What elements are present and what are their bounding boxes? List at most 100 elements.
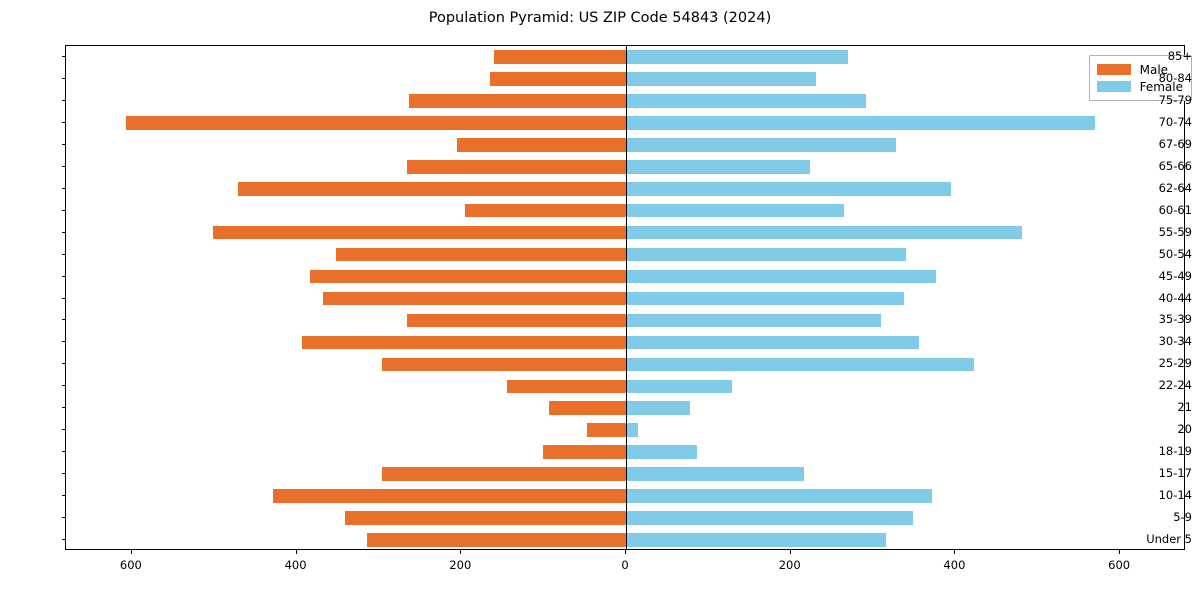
y-tick-mark	[62, 209, 66, 211]
y-tick-label: 30-34	[1158, 334, 1192, 349]
x-tick-label: 200	[778, 558, 801, 572]
bar-row	[66, 203, 1184, 218]
bar-row	[66, 94, 1184, 108]
x-tick-mark	[295, 550, 297, 554]
bar-male-62-64	[238, 181, 626, 196]
y-tick-mark	[62, 55, 66, 57]
bar-female-25-29	[626, 357, 974, 372]
bar-male-10-14	[272, 489, 626, 503]
bar-female-15-17	[626, 467, 804, 481]
bar-row	[66, 72, 1184, 86]
y-tick-mark	[62, 99, 66, 101]
y-tick-mark	[62, 121, 66, 123]
y-tick-mark	[62, 143, 66, 145]
bar-row	[66, 489, 1184, 503]
bar-row	[66, 269, 1184, 284]
y-tick-label: 45-49	[1158, 268, 1192, 283]
y-tick-mark	[62, 385, 66, 387]
y-tick-label: 65-66	[1158, 158, 1192, 173]
plot-area	[65, 45, 1185, 550]
y-tick-label: 40-44	[1158, 290, 1192, 305]
bar-female-35-39	[626, 313, 882, 328]
y-tick-mark	[62, 363, 66, 365]
bar-male-15-17	[382, 467, 626, 481]
x-tick-mark	[460, 550, 462, 554]
bar-male-75-79	[409, 94, 626, 108]
y-tick-label: 15-17	[1158, 466, 1192, 481]
bar-male-65-66	[406, 159, 626, 174]
bar-male-55-59	[213, 225, 626, 240]
legend-item-male[interactable]: Male	[1096, 61, 1183, 78]
bar-female-62-64	[626, 181, 952, 196]
y-tick-label: 85+	[1167, 48, 1192, 63]
y-tick-label: 22-24	[1158, 378, 1192, 393]
bar-male-50-54	[336, 247, 626, 262]
y-tick-label: 67-69	[1158, 136, 1192, 151]
bar-female-75-79	[626, 94, 866, 108]
y-tick-mark	[62, 407, 66, 409]
bar-row	[66, 225, 1184, 240]
y-tick-mark	[62, 341, 66, 343]
y-tick-mark	[62, 539, 66, 541]
bar-female-80-84	[626, 72, 817, 86]
bar-row	[66, 533, 1184, 547]
bar-female-22-24	[626, 379, 733, 394]
bar-row	[66, 137, 1184, 152]
x-tick-label: 400	[284, 558, 307, 572]
y-tick-label: 60-61	[1158, 202, 1192, 217]
bar-female-40-44	[626, 291, 905, 306]
bar-row	[66, 423, 1184, 438]
y-tick-mark	[62, 165, 66, 167]
y-tick-label: 35-39	[1158, 312, 1192, 327]
bar-female-21	[626, 401, 691, 416]
y-tick-label: 50-54	[1158, 246, 1192, 261]
y-tick-mark	[62, 187, 66, 189]
x-tick-label: 200	[449, 558, 472, 572]
x-tick-mark	[789, 550, 791, 554]
bar-female-20	[626, 423, 638, 438]
y-tick-label: 21	[1177, 400, 1192, 415]
x-tick-mark	[625, 550, 626, 554]
y-tick-mark	[62, 231, 66, 233]
y-tick-label: 80-84	[1158, 70, 1192, 85]
x-tick-mark	[954, 550, 956, 554]
y-tick-mark	[62, 275, 66, 277]
bar-male-85-	[494, 50, 626, 64]
x-tick-label: 400	[943, 558, 966, 572]
chart-legend: Male Female	[1088, 55, 1192, 101]
x-tick-label: 0	[621, 558, 629, 572]
bar-row	[66, 247, 1184, 262]
y-tick-mark	[62, 451, 66, 453]
bar-female-5-9	[626, 511, 913, 525]
bar-female-18-19	[626, 445, 697, 459]
y-tick-mark	[62, 429, 66, 431]
bar-row	[66, 445, 1184, 459]
y-tick-mark	[62, 77, 66, 79]
bar-male-80-84	[490, 72, 626, 86]
bar-male-25-29	[382, 357, 626, 372]
y-tick-mark	[62, 495, 66, 497]
bar-male-21	[549, 401, 626, 416]
bar-row	[66, 50, 1184, 64]
y-tick-label: 10-14	[1158, 488, 1192, 503]
legend-item-female[interactable]: Female	[1096, 78, 1183, 95]
y-tick-mark	[62, 297, 66, 299]
chart-title: Population Pyramid: US ZIP Code 54843 (2…	[428, 10, 772, 26]
y-tick-mark	[62, 253, 66, 255]
bar-row	[66, 401, 1184, 416]
bar-female-under-5	[626, 533, 887, 547]
y-tick-label: 75-79	[1158, 92, 1192, 107]
bar-female-50-54	[626, 247, 906, 262]
y-tick-mark	[62, 473, 66, 475]
x-tick-label: 600	[1108, 558, 1131, 572]
bar-male-45-49	[309, 269, 626, 284]
bar-male-40-44	[322, 291, 626, 306]
bar-male-30-34	[302, 335, 626, 350]
y-tick-label: 55-59	[1158, 224, 1192, 239]
legend-swatch-icon	[1096, 64, 1131, 75]
bar-row	[66, 116, 1184, 130]
y-tick-label: 62-64	[1158, 180, 1192, 195]
x-tick-mark	[1119, 550, 1121, 554]
bar-female-55-59	[626, 225, 1023, 240]
